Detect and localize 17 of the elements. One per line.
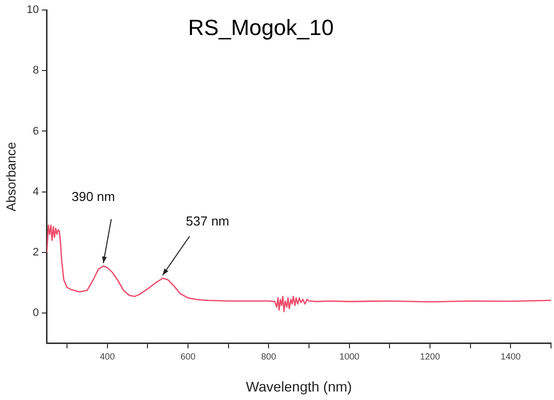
y-tick-label: 10 [26,4,39,16]
x-tick-label: 1000 [339,351,360,362]
annotation: 390 nm [72,189,115,204]
x-axis-title: Wavelength (nm) [246,378,352,394]
x-tick-label: 600 [180,351,196,362]
chart-title: RS_Mogok_10 [188,15,334,40]
x-tick-label: 400 [100,351,115,362]
x-tick-label: 1400 [500,351,521,362]
y-tick-label: 6 [32,125,39,138]
y-axis-title: Absorbance [3,142,18,212]
y-tick-label: 8 [32,64,39,77]
x-tick-label: 800 [261,351,276,362]
y-tick-label: 4 [32,186,39,198]
y-tick-label: 0 [32,307,39,320]
annotation: 537 nm [186,213,230,228]
x-tick-label: 1200 [420,351,440,362]
y-tick-label: 2 [32,246,39,259]
